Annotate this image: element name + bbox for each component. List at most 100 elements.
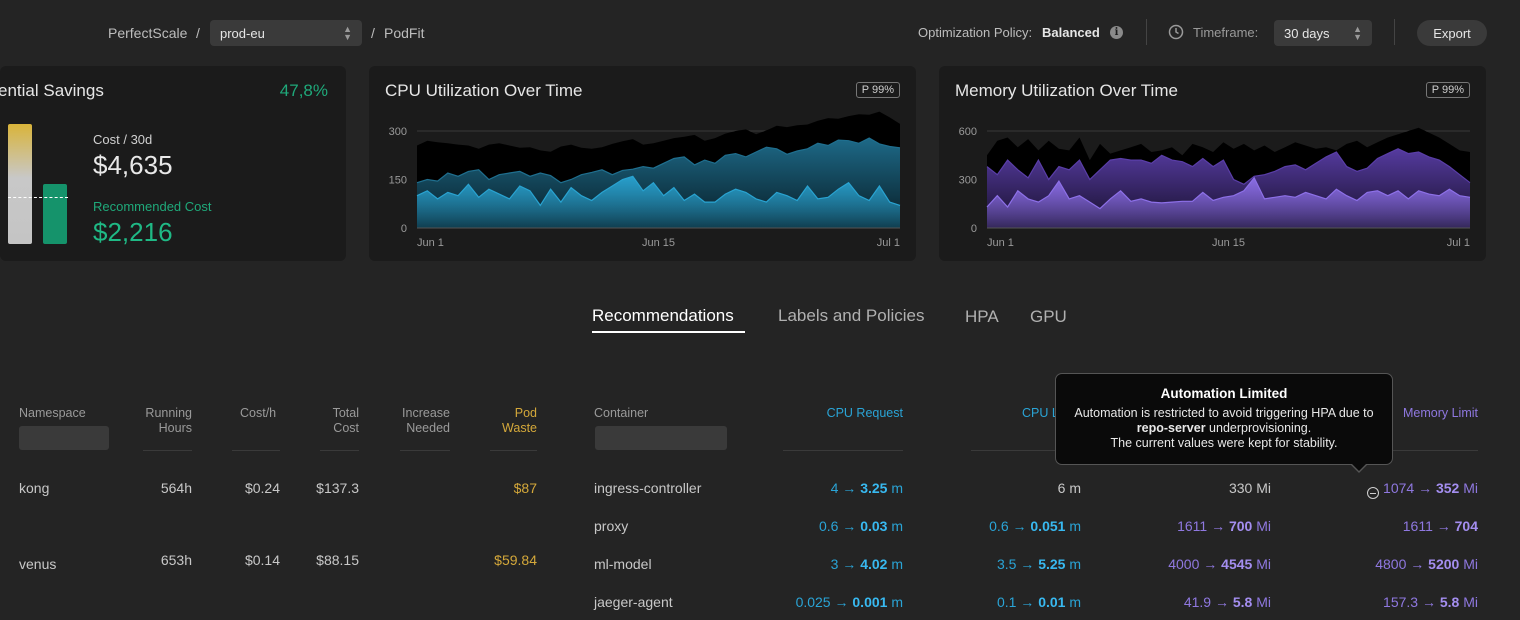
percentile-badge[interactable]: P 99% — [855, 82, 900, 98]
x-tick-label: Jun 15 — [642, 237, 675, 249]
x-tick-label: Jun 15 — [1212, 237, 1245, 249]
recommended-cost-label: Recommended Cost — [93, 199, 212, 214]
cell-running-hours: 653h — [160, 552, 192, 568]
column-header-memory-limit[interactable]: Memory Limit — [1402, 406, 1478, 420]
clock-icon — [1168, 24, 1184, 40]
cell-cost-per-hour: $0.24 — [244, 480, 280, 496]
series-area — [417, 176, 900, 228]
breadcrumb-org[interactable]: PerfectScale — [108, 25, 188, 41]
timeframe-label: Timeframe: — [1193, 25, 1259, 40]
cell-namespace: kong — [19, 480, 50, 496]
column-header-running-hours[interactable]: Running Hours — [120, 406, 192, 436]
cpu-chart: 300 150 0 Jun 1 Jun 15 Jul 1 — [389, 111, 901, 249]
series-area — [987, 177, 1470, 228]
header-line: Pod — [514, 406, 537, 420]
namespace-filter-input[interactable] — [19, 426, 109, 450]
cell-total-cost: $137.3 — [316, 480, 359, 496]
cell-memory-request: 41.9 → 5.8 Mi — [1183, 594, 1271, 610]
tab-labels-and-policies[interactable]: Labels and Policies — [778, 306, 925, 325]
cell-namespace: venus — [19, 556, 57, 572]
optimization-policy-value: Balanced — [1042, 25, 1100, 40]
cell-total-cost: $88.15 — [316, 552, 359, 568]
tooltip-arrow — [1352, 464, 1366, 471]
cell-running-hours: 564h — [160, 480, 192, 496]
header-underline — [1340, 450, 1478, 451]
header-line: Increase — [402, 406, 450, 420]
header-line: Hours — [158, 421, 192, 435]
updown-chevron-icon: ▲ ▼ — [343, 24, 352, 42]
y-tick-label: 0 — [401, 223, 407, 235]
series-line — [416, 175, 901, 207]
info-icon[interactable]: i — [1110, 26, 1123, 39]
tab-hpa[interactable]: HPA — [965, 307, 999, 326]
series-line — [986, 148, 1471, 185]
cell-memory-request: 1611 → 700 Mi — [1177, 518, 1271, 534]
column-header-cpu-limit[interactable]: CPU L — [1022, 406, 1059, 420]
cost-label: Cost / 30d — [93, 132, 153, 147]
tab-gpu[interactable]: GPU — [1030, 307, 1067, 326]
column-header-cost-per-hour[interactable]: Cost/h — [240, 406, 277, 420]
cell-memory-limit: 1074 → 352 Mi — [1330, 480, 1478, 500]
cell-memory-limit: 1611 → 704 — [1402, 518, 1478, 534]
cell-container: jaeger-agent — [594, 594, 673, 610]
column-header-increase-needed[interactable]: Increase Needed — [390, 406, 450, 436]
y-tick-label: 300 — [959, 175, 977, 187]
breadcrumb-separator: / — [371, 25, 375, 41]
cell-cpu-request: 0.6 → 0.03 m — [818, 518, 903, 534]
current-cost-bar — [8, 124, 32, 244]
series-line — [416, 137, 901, 184]
cell-cpu-request: 3 → 4.02 m — [830, 556, 903, 572]
column-header-namespace[interactable]: Namespace — [19, 406, 86, 420]
series-line — [986, 176, 1471, 210]
header-underline — [783, 450, 903, 451]
cell-pod-waste: $87 — [513, 480, 537, 496]
cell-memory-request: 4000 → 4545 Mi — [1168, 556, 1271, 572]
column-header-total-cost[interactable]: Total Cost — [300, 406, 359, 436]
cell-cpu-request: 0.025 → 0.001 m — [795, 594, 903, 610]
tooltip-title: Automation Limited — [1160, 386, 1288, 401]
x-tick-label: Jul 1 — [1447, 237, 1470, 249]
breadcrumb-separator: / — [196, 25, 200, 41]
memory-chart: 600 300 0 Jun 1 Jun 15 Jul 1 — [959, 126, 1471, 249]
tooltip-text: Automation is restricted to avoid trigge… — [1074, 406, 1374, 420]
cell-memory-limit: 4800 → 5200 Mi — [1375, 556, 1478, 572]
column-header-pod-waste[interactable]: Pod Waste — [480, 406, 537, 436]
optimization-policy-label: Optimization Policy: — [918, 25, 1033, 40]
y-tick-label: 0 — [971, 223, 977, 235]
header-underline — [143, 450, 192, 451]
y-tick-label: 600 — [959, 126, 977, 138]
header-underline — [490, 450, 537, 451]
container-filter-input[interactable] — [595, 426, 727, 450]
timeframe-select[interactable]: 30 days ▲ ▼ — [1274, 20, 1372, 46]
column-header-container[interactable]: Container — [594, 406, 649, 420]
updown-chevron-icon: ▲ ▼ — [1353, 24, 1362, 42]
cluster-select-value: prod-eu — [220, 25, 265, 41]
card-title: ential Savings — [0, 81, 104, 100]
percentile-badge[interactable]: P 99% — [1425, 82, 1470, 98]
active-tab-indicator — [592, 331, 745, 333]
export-button[interactable]: Export — [1417, 20, 1487, 46]
header-underline — [232, 450, 280, 451]
cell-container: ingress-controller — [594, 480, 702, 496]
cluster-select[interactable]: prod-eu ▲ ▼ — [210, 20, 362, 46]
x-tick-label: Jul 1 — [877, 237, 900, 249]
x-tick-label: Jun 1 — [417, 237, 444, 249]
cell-cpu-limit: 0.6 → 0.051 m — [989, 518, 1081, 534]
header-line: Needed — [406, 421, 450, 435]
column-header-cpu-request[interactable]: CPU Request — [826, 406, 903, 420]
cost-value: $4,635 — [93, 150, 173, 180]
header-line: Running — [145, 406, 192, 420]
cell-container: ml-model — [594, 556, 652, 572]
memory-utilization-card: Memory Utilization Over Time P 99% 600 30… — [939, 66, 1486, 261]
cell-cpu-limit: 6 m — [1057, 480, 1081, 496]
automation-limited-icon[interactable] — [1367, 487, 1380, 500]
tab-recommendations[interactable]: Recommendations — [592, 306, 734, 325]
divider — [1146, 19, 1147, 45]
breadcrumb-page: PodFit — [384, 25, 425, 41]
savings-percent: 47,8% — [279, 81, 328, 100]
cell-memory-request: 330 Mi — [1228, 480, 1271, 496]
divider — [1394, 19, 1395, 45]
card-title: CPU Utilization Over Time — [385, 81, 583, 100]
y-tick-label: 300 — [389, 126, 407, 138]
header-underline — [971, 450, 1081, 451]
